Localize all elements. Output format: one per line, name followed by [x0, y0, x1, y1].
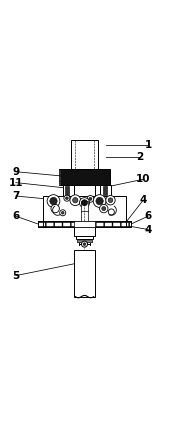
- Text: 6: 6: [12, 211, 19, 221]
- Bar: [77, 239, 92, 242]
- Text: 9: 9: [12, 166, 19, 177]
- Circle shape: [50, 198, 57, 205]
- Bar: [58, 181, 60, 182]
- Circle shape: [66, 197, 68, 199]
- Circle shape: [73, 198, 78, 203]
- Bar: [58, 183, 60, 185]
- Bar: [38, 221, 131, 226]
- Circle shape: [106, 195, 115, 205]
- Bar: [81, 201, 88, 222]
- Circle shape: [108, 198, 113, 202]
- Bar: [58, 176, 60, 178]
- Bar: [74, 250, 95, 297]
- Circle shape: [61, 211, 64, 214]
- Text: 5: 5: [12, 271, 19, 281]
- Bar: [74, 185, 95, 196]
- Circle shape: [89, 198, 92, 200]
- Circle shape: [81, 241, 88, 247]
- Bar: [65, 186, 69, 194]
- Circle shape: [87, 195, 94, 202]
- Bar: [74, 226, 95, 236]
- Text: 11: 11: [8, 178, 23, 188]
- Bar: [38, 221, 43, 226]
- Bar: [43, 196, 126, 222]
- Circle shape: [64, 195, 70, 201]
- Circle shape: [47, 194, 60, 207]
- Circle shape: [51, 204, 59, 213]
- Circle shape: [100, 204, 108, 213]
- Bar: [74, 221, 95, 226]
- Text: 10: 10: [136, 174, 150, 184]
- Bar: [71, 140, 98, 169]
- Bar: [58, 174, 60, 176]
- Text: 1: 1: [144, 140, 152, 150]
- Bar: [76, 236, 93, 239]
- Text: 7: 7: [12, 191, 19, 201]
- Circle shape: [93, 194, 106, 207]
- Bar: [100, 185, 111, 196]
- Circle shape: [79, 198, 90, 208]
- Text: 2: 2: [136, 152, 143, 163]
- Text: 6: 6: [144, 211, 152, 221]
- Circle shape: [102, 206, 106, 210]
- Circle shape: [70, 195, 81, 206]
- Circle shape: [83, 243, 86, 246]
- Bar: [63, 185, 74, 196]
- Circle shape: [60, 210, 66, 216]
- Bar: [126, 221, 131, 226]
- Bar: [58, 178, 60, 180]
- Text: 4: 4: [139, 195, 147, 205]
- Bar: [38, 221, 131, 222]
- Bar: [103, 186, 107, 194]
- Text: 4: 4: [144, 225, 152, 234]
- Bar: [59, 169, 110, 185]
- Circle shape: [81, 200, 88, 206]
- Circle shape: [96, 198, 103, 205]
- Circle shape: [108, 209, 114, 215]
- Bar: [58, 172, 60, 174]
- Bar: [58, 170, 60, 172]
